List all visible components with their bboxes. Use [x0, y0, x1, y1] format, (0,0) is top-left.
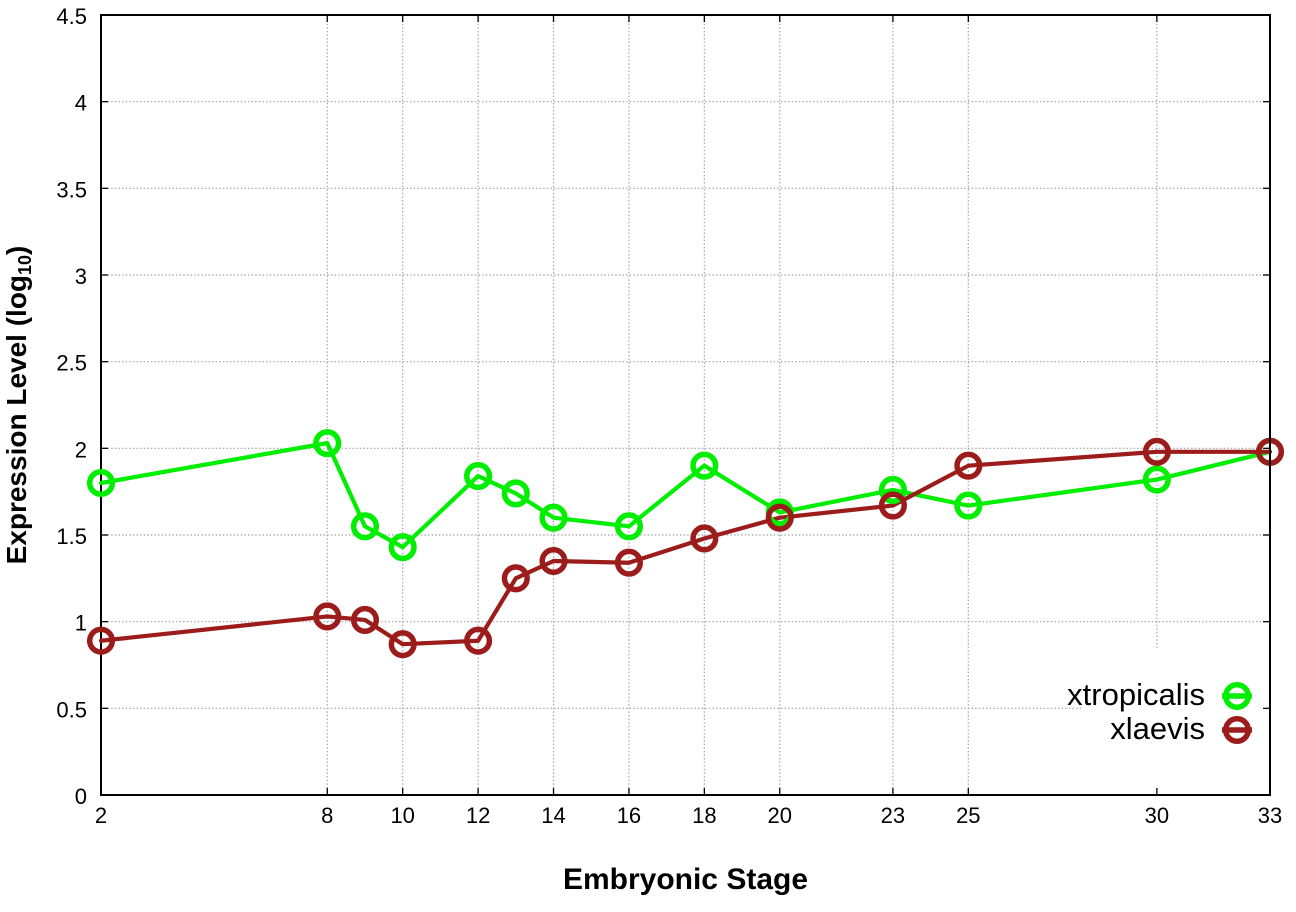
svg-text:Expression Level (log10): Expression Level (log10): [1, 246, 35, 565]
